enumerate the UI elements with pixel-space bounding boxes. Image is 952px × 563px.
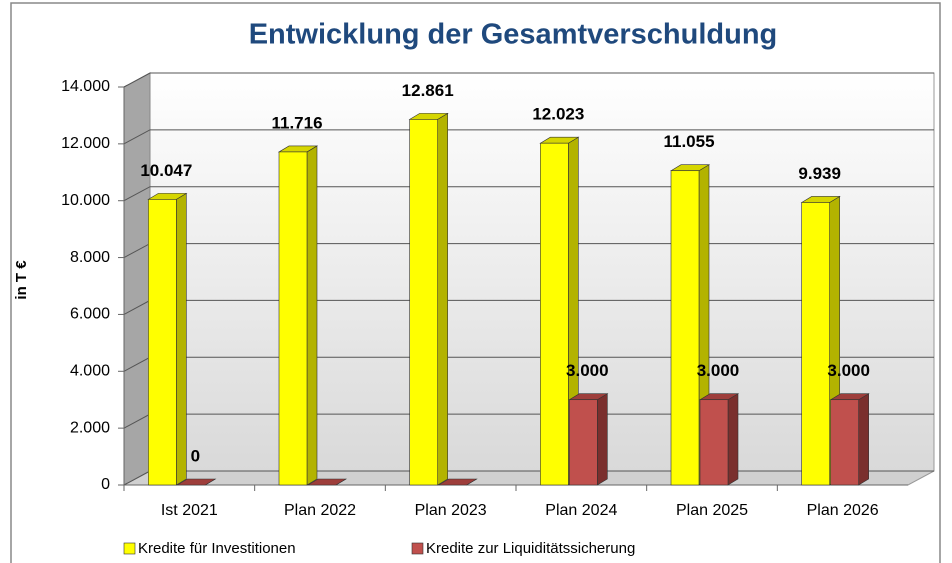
data-label: 3.000: [697, 361, 740, 380]
bar-side: [597, 393, 608, 486]
y-tick-label: 14.000: [61, 78, 110, 95]
y-axis-label: in T €: [13, 260, 30, 300]
bar-top: [437, 478, 478, 486]
y-tick-label: 2.000: [70, 419, 110, 436]
x-tick-label: Ist 2021: [161, 502, 218, 519]
grid-line: [123, 72, 934, 88]
x-tick-label: Plan 2022: [284, 502, 356, 519]
bar: [569, 399, 598, 486]
bar: [409, 119, 438, 486]
data-label: 3.000: [566, 361, 609, 380]
bar: [540, 142, 569, 486]
y-tick-label: 0: [101, 476, 110, 493]
data-label: 10.047: [140, 161, 192, 180]
bar: [830, 399, 859, 486]
bar-side: [306, 145, 318, 486]
bar: [801, 202, 830, 486]
bar-side: [858, 393, 869, 486]
x-tick-label: Plan 2025: [676, 502, 748, 519]
side-wall: [123, 72, 151, 486]
x-tick-label: Plan 2023: [415, 502, 487, 519]
bar: [148, 199, 177, 486]
chart-title: Entwicklung der Gesamtverschuldung: [249, 19, 778, 51]
data-label: 12.023: [532, 105, 584, 124]
legend-swatch: [123, 542, 136, 555]
bar: [699, 399, 729, 486]
y-tick-label: 6.000: [70, 306, 110, 323]
x-tick-label: Plan 2026: [807, 502, 879, 519]
x-tick-label: Plan 2024: [545, 502, 617, 519]
y-tick-label: 8.000: [70, 249, 110, 266]
y-tick-label: 4.000: [70, 363, 110, 380]
bar: [670, 170, 700, 486]
bar-side: [176, 192, 187, 486]
legend-swatch: [411, 542, 424, 555]
data-label: 11.055: [663, 132, 714, 151]
bar-top: [306, 478, 348, 486]
bar-side: [727, 393, 739, 486]
bar-side: [437, 112, 448, 486]
data-label: 11.716: [271, 113, 322, 132]
grid-line: [123, 129, 934, 145]
data-label: 9.939: [798, 164, 841, 183]
legend-label: Kredite zur Liquiditätssicherung: [426, 540, 635, 557]
data-label: 12.861: [402, 81, 454, 100]
data-label: 0: [191, 446, 200, 465]
y-tick-label: 10.000: [61, 192, 110, 209]
frame: [10, 2, 941, 563]
bar: [278, 151, 308, 486]
data-label: 3.000: [827, 361, 870, 380]
y-tick-label: 12.000: [61, 135, 110, 152]
bar-top: [176, 478, 217, 486]
legend-label: Kredite für Investitionen: [138, 540, 296, 557]
